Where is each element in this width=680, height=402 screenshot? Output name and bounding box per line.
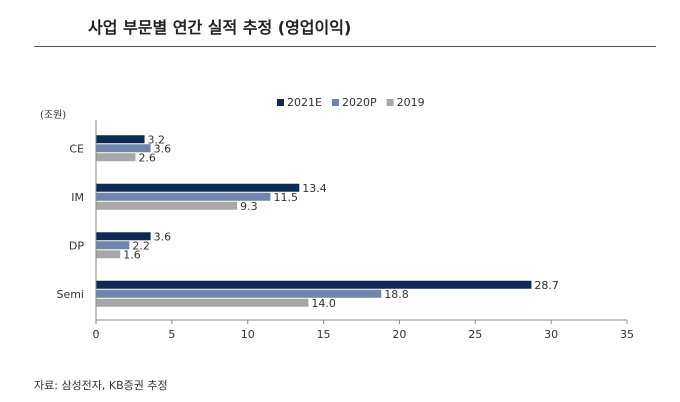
data-label: 13.4: [302, 182, 327, 195]
category-label: DP: [69, 239, 84, 252]
x-tick-label: 10: [241, 328, 255, 341]
data-label: 3.2: [148, 133, 166, 146]
x-tick-label: 5: [168, 328, 175, 341]
x-tick-label: 30: [544, 328, 558, 341]
legend-swatch-2021e: [277, 99, 284, 106]
data-label: 18.8: [384, 288, 409, 301]
legend-swatch-2019: [386, 99, 394, 106]
data-label: 2.6: [138, 151, 156, 164]
legend-label: 2019: [397, 96, 425, 109]
bar-ce-2020p: [96, 144, 151, 153]
chart-title: 사업 부문별 연간 실적 추정 (영업이익): [88, 18, 352, 37]
x-tick-label: 0: [93, 328, 100, 341]
x-tick-label: 15: [317, 328, 331, 341]
data-label: 3.6: [154, 230, 172, 243]
bars-group: 3.23.62.613.411.59.33.62.21.628.718.814.…: [96, 133, 559, 310]
legend-label: 2020P: [342, 96, 377, 109]
chart-legend: 2021E 2020P 2019: [277, 96, 425, 109]
data-label: 9.3: [240, 200, 258, 213]
data-label: 11.5: [273, 191, 298, 204]
bar-ce-2021e: [96, 135, 145, 144]
category-label: Semi: [56, 288, 84, 301]
bar-im-2020p: [96, 192, 271, 201]
x-tick-label: 20: [392, 328, 406, 341]
x-tick-label: 35: [620, 328, 634, 341]
data-label: 3.6: [154, 142, 172, 155]
bar-dp-2020p: [96, 241, 130, 250]
bar-dp-2021e: [96, 232, 151, 241]
axes-group: CE IM DP Semi 0 5 10 15 20 25 30 35: [56, 120, 634, 341]
x-tick-label: 25: [468, 328, 482, 341]
data-label: 1.6: [123, 248, 141, 261]
legend-swatch-2020p: [331, 99, 339, 106]
data-label: 28.7: [534, 279, 559, 292]
bar-im-2019: [96, 201, 238, 210]
bar-dp-2019: [96, 250, 121, 259]
title-divider: [34, 46, 656, 47]
data-label: 14.0: [311, 297, 336, 310]
source-note: 자료: 삼성전자, KB증권 추정: [34, 379, 168, 392]
bar-semi-2020p: [96, 289, 382, 298]
unit-label: (조원): [40, 109, 66, 121]
legend-label: 2021E: [287, 96, 322, 109]
bar-ce-2019: [96, 153, 136, 162]
data-label: 2.2: [132, 239, 150, 252]
bar-semi-2019: [96, 298, 309, 307]
bar-im-2021e: [96, 183, 300, 192]
category-label: CE: [69, 142, 84, 155]
category-label: IM: [71, 191, 84, 204]
bar-semi-2021e: [96, 280, 532, 289]
